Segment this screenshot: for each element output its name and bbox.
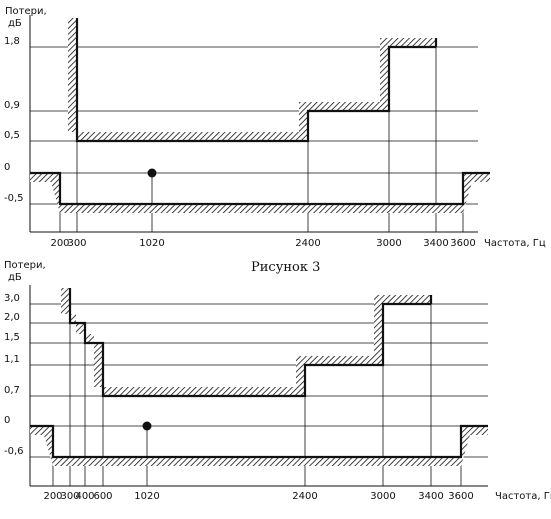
y-tick-label: 3,0	[4, 293, 20, 304]
reference-point-marker	[147, 168, 157, 178]
x-tick-label: 600	[93, 491, 112, 502]
y-tick-label: -0,5	[4, 193, 24, 204]
figure-caption: Рисунок 3	[251, 260, 320, 275]
x-tick-label: 3600	[450, 238, 475, 249]
x-tick-label: 3600	[448, 491, 473, 502]
chart-2: Потери, дБ Частота, Гц 3,0 2,0 1,5 1,1 0,7 0 -…	[4, 260, 551, 502]
lower-mask-hatch	[30, 173, 490, 213]
x-tick-label: 300	[60, 491, 79, 502]
y-tick-label: -0,6	[4, 446, 24, 457]
y-tick-label: 0,7	[4, 385, 20, 396]
x-tick-label: 200	[50, 238, 69, 249]
x-tick-label: 2400	[295, 238, 320, 249]
x-tick-label: 1020	[134, 491, 159, 502]
lower-mask-line	[30, 171, 490, 206]
y-tick-label: 0	[4, 162, 10, 173]
y-tick-label: 1,8	[4, 36, 20, 47]
upper-mask-line	[68, 302, 431, 398]
x-tick-label: 400	[75, 491, 94, 502]
x-tick-label: 1020	[139, 238, 164, 249]
y-tick-label: 1,5	[4, 332, 20, 343]
upper-mask-line	[75, 45, 436, 143]
chart-2-ylabel-line2: дБ	[8, 272, 22, 283]
x-tick-label: 2400	[292, 491, 317, 502]
y-tick-label: 0,5	[4, 130, 20, 141]
chart-1-xlabel: Частота, Гц	[484, 238, 546, 249]
chart-1-ylabel-line2: дБ	[8, 18, 22, 29]
y-tick-label: 2,0	[4, 312, 20, 323]
chart-2-ylabel-line1: Потери,	[4, 260, 46, 271]
lower-mask-line	[30, 424, 488, 459]
chart-1: Потери, дБ Частота, Гц 1,8 0,9 0,5 0 -0,5 20…	[4, 6, 546, 249]
x-tick-label: 3000	[370, 491, 395, 502]
x-tick-label: 300	[67, 238, 86, 249]
chart-1-ylabel-line1: Потери,	[5, 6, 47, 17]
x-tick-label: 3400	[418, 491, 443, 502]
y-tick-label: 0,9	[4, 100, 20, 111]
y-tick-label: 0	[4, 415, 10, 426]
lower-mask-hatch	[30, 426, 488, 466]
x-tick-label: 200	[43, 491, 62, 502]
x-tick-label: 3400	[423, 238, 448, 249]
chart-2-xlabel: Частота, Гц	[495, 491, 551, 502]
upper-mask-hatch	[68, 18, 436, 141]
y-tick-label: 1,1	[4, 354, 20, 365]
upper-mask-hatch	[61, 288, 431, 396]
x-tick-label: 3000	[376, 238, 401, 249]
reference-point-marker	[142, 421, 152, 431]
